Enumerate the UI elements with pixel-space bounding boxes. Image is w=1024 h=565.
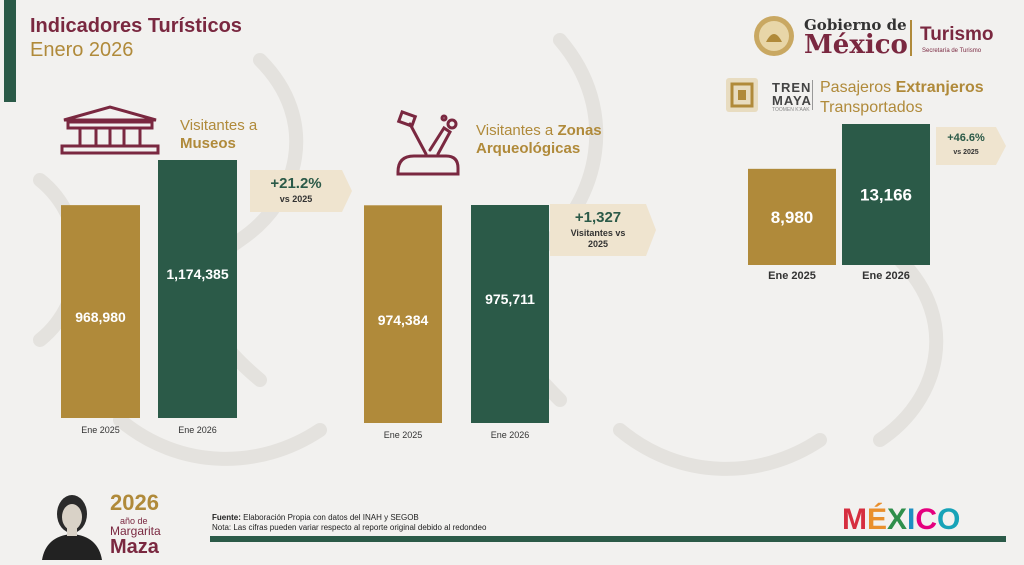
museos-label-prefix: Visitantes a [180,117,258,134]
mexico-letter: X [887,503,908,536]
margarita-maza-emblem: 2026 año de Margarita Maza [36,486,176,562]
maya-text: MAYA [772,93,812,108]
category-label: Ene 2025 [81,425,120,435]
bar [158,160,237,418]
category-label: Ene 2026 [862,270,910,282]
mexico-letter: I [907,503,916,536]
anniversary-name2: Maza [110,536,159,558]
secretaria-text: Secretaría de Turismo [922,48,982,54]
category-label: Ene 2025 [768,270,816,282]
change-callout [936,127,1006,165]
archaeology-icon [396,110,460,176]
pasajeros-label-prefix: Pasajeros [820,79,892,96]
change-note: vs 2025 [953,149,978,156]
category-label: Ene 2026 [178,425,217,435]
source-label: Fuente: [212,513,241,522]
zonas-label-bold: Zonas [557,122,602,139]
data-label: 13,166 [860,186,912,205]
tren-subtext: TOOMEN K'AAK [772,107,810,113]
bar [61,205,140,418]
mexico-letter: C [915,503,938,536]
data-label: 8,980 [771,208,814,227]
category-label: Ene 2026 [491,430,530,440]
zonas-label-line2: Arqueológicas [476,140,581,157]
mexico-brand-logo: MÉXICO [842,503,960,537]
data-label: 975,711 [485,291,535,307]
pasajeros-label-bold: Extranjeros [895,79,984,96]
mexico-letter: O [937,503,961,536]
category-label: Ene 2025 [384,430,423,440]
zonas-label-prefix: Visitantes a [476,122,554,139]
note-text: Nota: Las cifras pueden variar respecto … [212,523,487,532]
tren-maya-icon [726,78,758,112]
change-value: +46.6% [947,132,985,144]
footer-source: Fuente: Elaboración Propia con datos del… [212,513,486,533]
page-title: Indicadores Turísticos [30,15,242,37]
gobierno-text: Gobierno de [804,16,907,34]
bar [471,205,549,423]
change-callout [550,204,656,256]
data-label: 1,174,385 [166,266,228,282]
header: Indicadores Turísticos Enero 2026 [30,14,242,62]
data-label: 974,384 [378,312,429,328]
change-value: +1,327 [575,209,621,226]
bar [748,168,836,265]
mexico-letter: M [842,503,867,536]
data-label: 968,980 [75,309,126,325]
anniversary-ano: año de [120,516,148,526]
seal-icon [754,16,794,56]
pasajeros-label: Pasajeros Extranjeros Transportados [820,78,984,118]
source-text: Elaboración Propia con datos del INAH y … [243,513,419,522]
anniversary-name1: Margarita [110,524,161,538]
change-value: +21.2% [270,175,321,192]
tren-maya-logo: TREN MAYA TOOMEN K'AAK [724,76,814,114]
bar [842,124,930,265]
bar [364,205,442,423]
change-note: 2025 [588,239,608,249]
portrait-icon [42,495,102,560]
turismo-text: Turismo [920,24,994,45]
logo-divider [910,20,912,56]
zonas-label: Visitantes a Zonas Arqueológicas [476,122,602,158]
museos-label-bold: Museos [180,135,236,152]
museos-label: Visitantes a Museos [180,117,257,153]
footer-rule [210,536,1006,542]
tren-divider [812,80,813,110]
accent-bar [4,0,16,102]
page-subtitle: Enero 2026 [30,39,134,61]
change-callout [250,170,352,212]
mexico-text: México [804,30,908,60]
gobierno-mexico-logo: Gobierno de México Turismo Secretaría de… [752,8,1016,64]
change-note: vs 2025 [280,194,313,204]
anniversary-year: 2026 [110,490,159,515]
change-note: Visitantes vs [571,228,626,238]
pasajeros-label-line2: Transportados [820,99,923,116]
tren-text: TREN [772,80,812,95]
museum-icon [60,105,160,155]
mexico-letter: É [867,503,888,536]
